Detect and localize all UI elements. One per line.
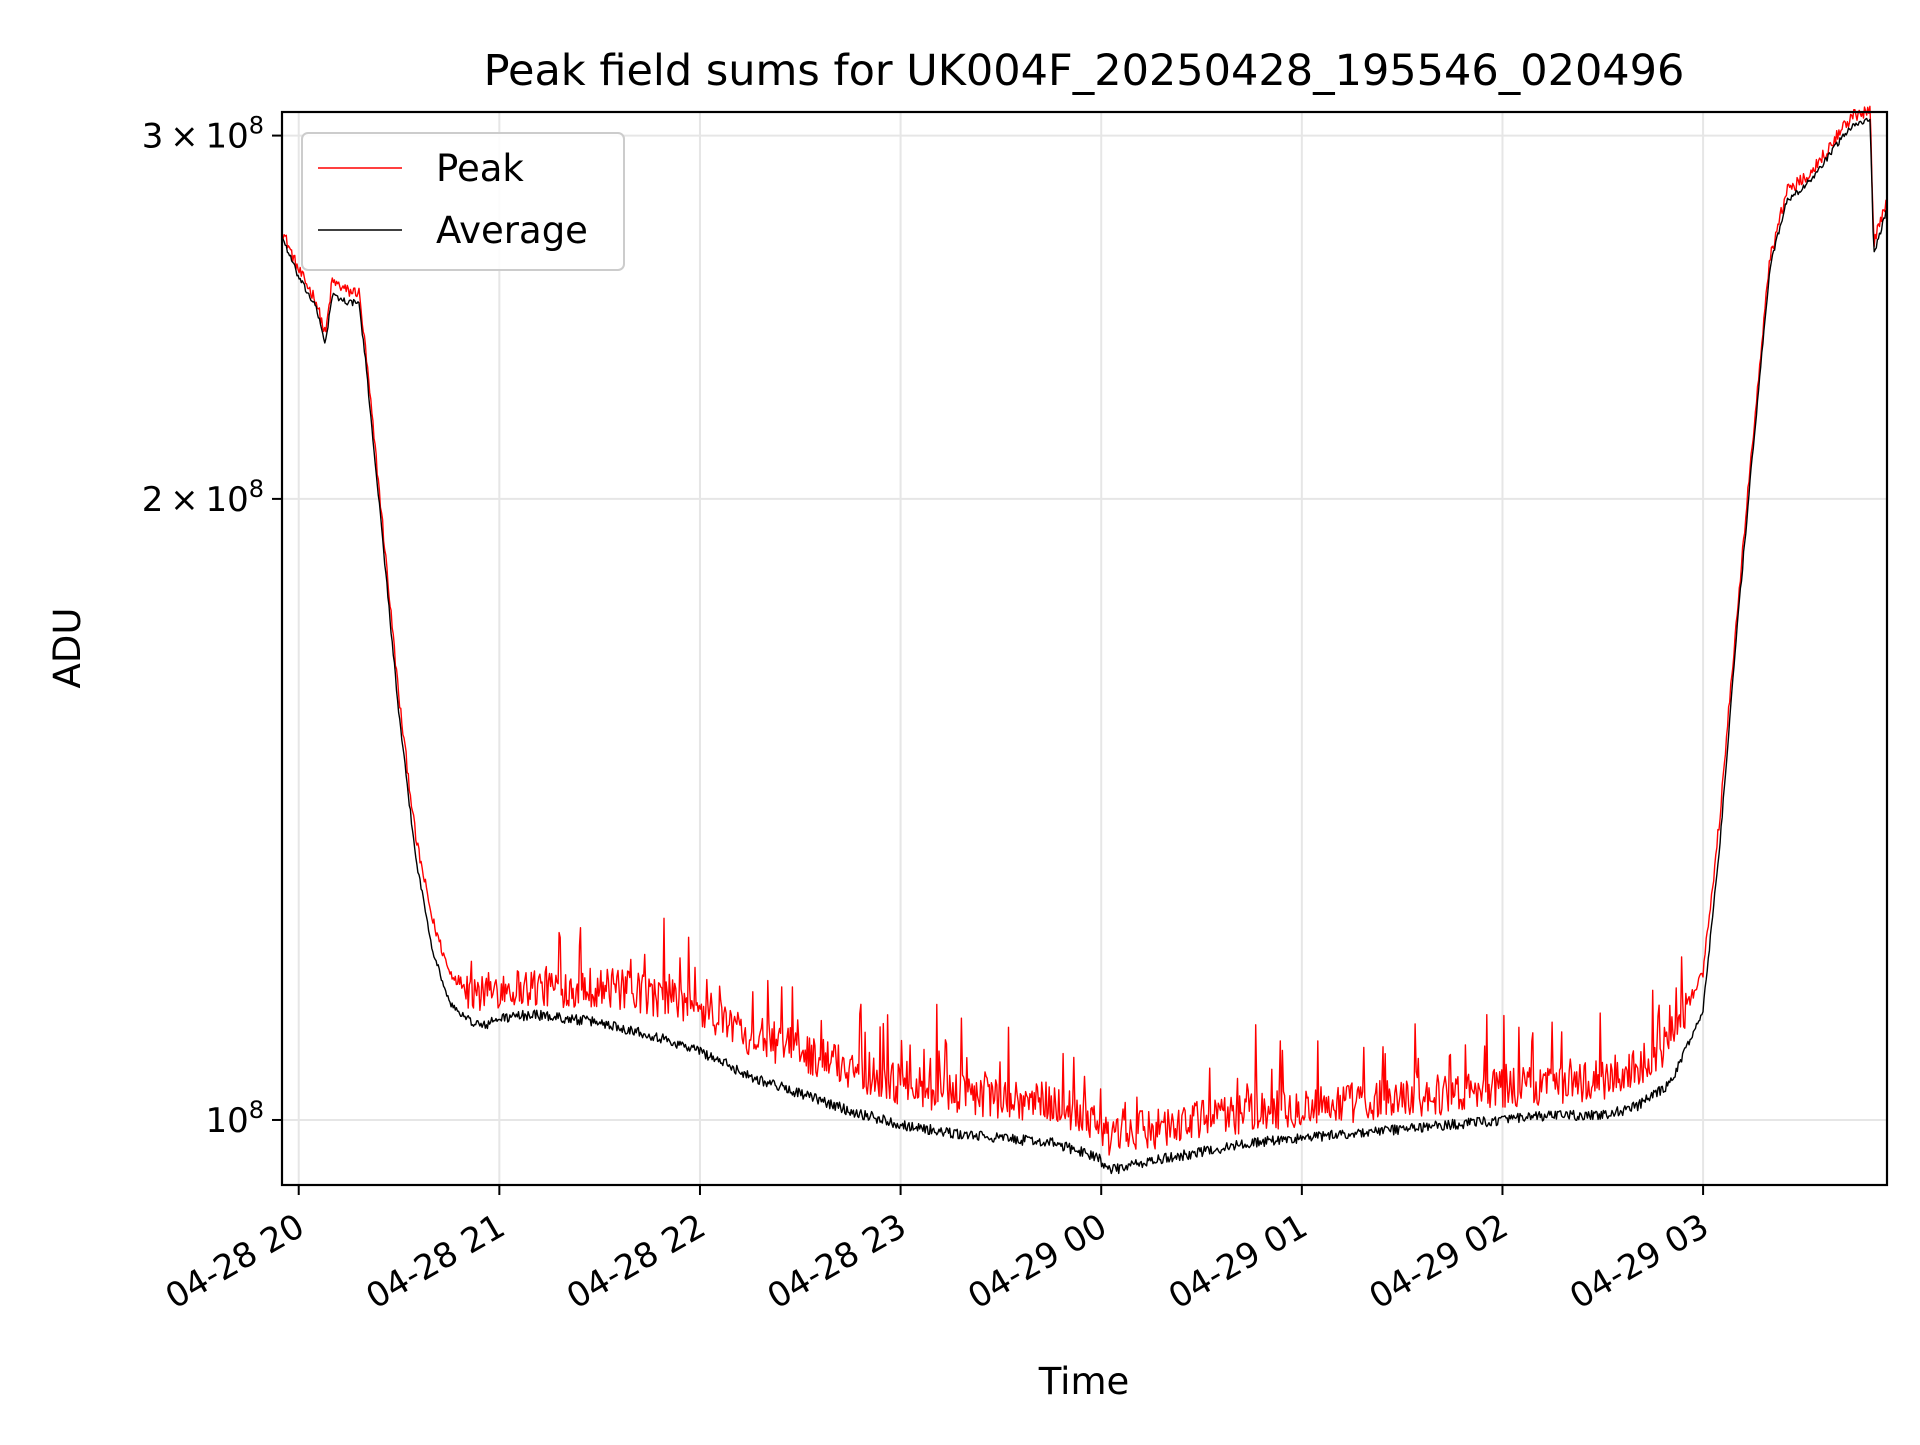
legend-label-peak: Peak — [436, 147, 524, 190]
series-line-peak — [281, 105, 1888, 1156]
y-axis: 3 × 108 2 × 108 108 — [142, 112, 282, 1141]
y-tick-label: 108 — [205, 1096, 264, 1141]
plot-frame — [280, 110, 1889, 1187]
y-tick-label: 2 × 108 — [142, 475, 264, 520]
y-axis-label: ADU — [46, 608, 89, 689]
legend: Peak Average — [301, 132, 625, 271]
series-layer — [281, 105, 1888, 1175]
x-axis-label: Time — [1038, 1360, 1130, 1403]
y-tick-label: 3 × 108 — [142, 112, 264, 157]
chart-title: Peak field sums for UK004F_20250428_1955… — [484, 46, 1685, 96]
legend-label-average: Average — [436, 209, 588, 252]
series-line-average — [281, 117, 1888, 1175]
